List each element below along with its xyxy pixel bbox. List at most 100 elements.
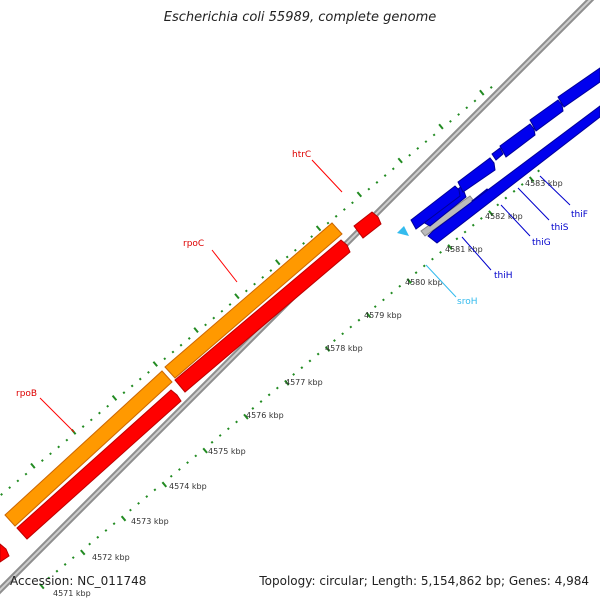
- scale-tick-minor: [449, 119, 452, 123]
- htrC-gene[interactable]: [353, 211, 382, 239]
- scale-tick-minor: [171, 350, 175, 354]
- scale-tick-minor: [153, 488, 157, 492]
- gene-label-htrC[interactable]: htrC: [292, 150, 311, 160]
- scale-tick-minor: [253, 282, 256, 286]
- scale-tick-major: [488, 210, 494, 217]
- scale-tick-minor: [383, 174, 387, 178]
- scale-tick-major: [438, 123, 444, 130]
- scale-tick-minor: [212, 316, 216, 320]
- scale-tick-minor: [269, 269, 273, 272]
- scale-tick-major: [447, 244, 453, 251]
- gene-label-thiS[interactable]: thiS: [551, 223, 569, 233]
- scale-tick-minor: [40, 459, 44, 462]
- operon-segment[interactable]: [4, 370, 173, 527]
- gene-label-rpoB[interactable]: rpoB: [16, 389, 37, 399]
- scale-tick-minor: [504, 196, 508, 200]
- scale-label: 4577 kbp: [285, 378, 323, 387]
- scale-tick-minor: [235, 420, 238, 424]
- scale-tick-minor: [71, 556, 75, 560]
- reverse-strand-features: [397, 67, 600, 244]
- rpoB-gene[interactable]: [16, 389, 182, 540]
- scale-tick-minor: [326, 221, 330, 225]
- scale-tick-minor: [57, 445, 61, 449]
- scale-label: 4574 kbp: [169, 482, 207, 491]
- scale-tick-minor: [0, 493, 3, 496]
- rpoC-gene[interactable]: [174, 239, 351, 393]
- gene-segment[interactable]: [529, 99, 564, 132]
- scale-tick-major: [161, 481, 168, 488]
- scale-tick-minor: [463, 230, 467, 234]
- gene-labels: rpoB rpoC htrC sroH thiH thiG thiS thiF: [16, 150, 588, 433]
- scale-tick-minor: [333, 339, 336, 342]
- operon-segment[interactable]: [164, 222, 343, 379]
- scale-tick-major: [315, 225, 322, 232]
- scale-tick-minor: [310, 235, 314, 239]
- thiC-gene[interactable]: [499, 123, 536, 158]
- small-gene[interactable]: [491, 147, 504, 161]
- scale-tick-minor: [308, 359, 312, 363]
- scale-tick-minor: [163, 357, 167, 361]
- scale-tick-minor: [275, 386, 279, 390]
- scale-tick-minor: [300, 366, 304, 370]
- scale-tick-minor: [55, 569, 59, 573]
- scale-label: 4578 kbp: [325, 344, 363, 353]
- scale-tick-minor: [218, 434, 222, 437]
- scale-tick-minor: [187, 336, 191, 340]
- gene-segment[interactable]: [557, 67, 600, 108]
- scale-tick-minor: [496, 203, 500, 207]
- gene-label-rpoC[interactable]: rpoC: [183, 239, 204, 249]
- scale-tick-minor: [138, 377, 142, 381]
- scale-tick-major: [30, 462, 36, 469]
- thiF-gene[interactable]: [427, 105, 600, 244]
- scale-tick-minor: [373, 305, 377, 309]
- scale-tick-minor: [47, 576, 51, 580]
- scale-label: 4575 kbp: [208, 447, 246, 456]
- scale-tick-minor: [398, 284, 402, 288]
- forward-strand-features: [0, 211, 382, 563]
- scale-tick-minor: [479, 217, 483, 220]
- scale-tick-minor: [292, 373, 296, 376]
- scale-tick-minor: [178, 468, 181, 471]
- scale-tick-major: [111, 394, 118, 401]
- gene-label-thiF[interactable]: thiF: [571, 210, 588, 220]
- scale-tick-minor: [439, 250, 442, 254]
- scale-tick-major: [275, 259, 281, 266]
- scale-tick-major: [365, 311, 372, 318]
- scale-tick-minor: [455, 237, 459, 241]
- thiS-gene[interactable]: [410, 185, 461, 230]
- scale-tick-minor: [186, 461, 189, 465]
- sroH-gene[interactable]: [397, 226, 409, 236]
- scale-tick-minor: [228, 303, 232, 306]
- genome-summary-text: Topology: circular; Length: 5,154,862 bp…: [259, 574, 589, 588]
- scale-tick-minor: [63, 562, 67, 566]
- scale-tick-minor: [375, 180, 379, 184]
- scale-tick-minor: [65, 438, 69, 442]
- scale-tick-minor: [24, 472, 28, 476]
- thiE-gene[interactable]: [457, 157, 496, 193]
- scale-tick-major: [479, 89, 485, 96]
- scale-tick-major: [39, 583, 45, 590]
- scale-tick-minor: [16, 479, 20, 483]
- scale-tick-minor: [89, 418, 93, 422]
- scale-tick-minor: [390, 291, 393, 295]
- gene-label-thiG[interactable]: thiG: [532, 238, 551, 248]
- scale-tick-minor: [422, 264, 426, 268]
- scale-labels: 4571 kbp 4572 kbp 4573 kbp 4574 kbp 4575…: [53, 179, 563, 598]
- scale-tick-minor: [204, 323, 207, 327]
- scale-tick-major: [324, 345, 331, 352]
- scale-tick-major: [528, 176, 535, 183]
- scale-tick-minor: [367, 187, 371, 191]
- scale-tick-minor: [432, 133, 436, 137]
- scale-tick-minor: [293, 248, 297, 252]
- outer-tick-ring: [0, 85, 493, 496]
- scale-tick-minor: [129, 508, 132, 512]
- scale-tick-minor: [382, 298, 385, 302]
- scale-tick-minor: [81, 425, 85, 429]
- scale-label: 4582 kbp: [485, 212, 523, 221]
- partial-gene[interactable]: [0, 543, 10, 563]
- gene-label-thiH[interactable]: thiH: [494, 271, 513, 281]
- scale-tick-minor: [210, 440, 214, 444]
- scale-tick-major: [202, 447, 208, 454]
- gene-label-sroH[interactable]: sroH: [457, 297, 477, 307]
